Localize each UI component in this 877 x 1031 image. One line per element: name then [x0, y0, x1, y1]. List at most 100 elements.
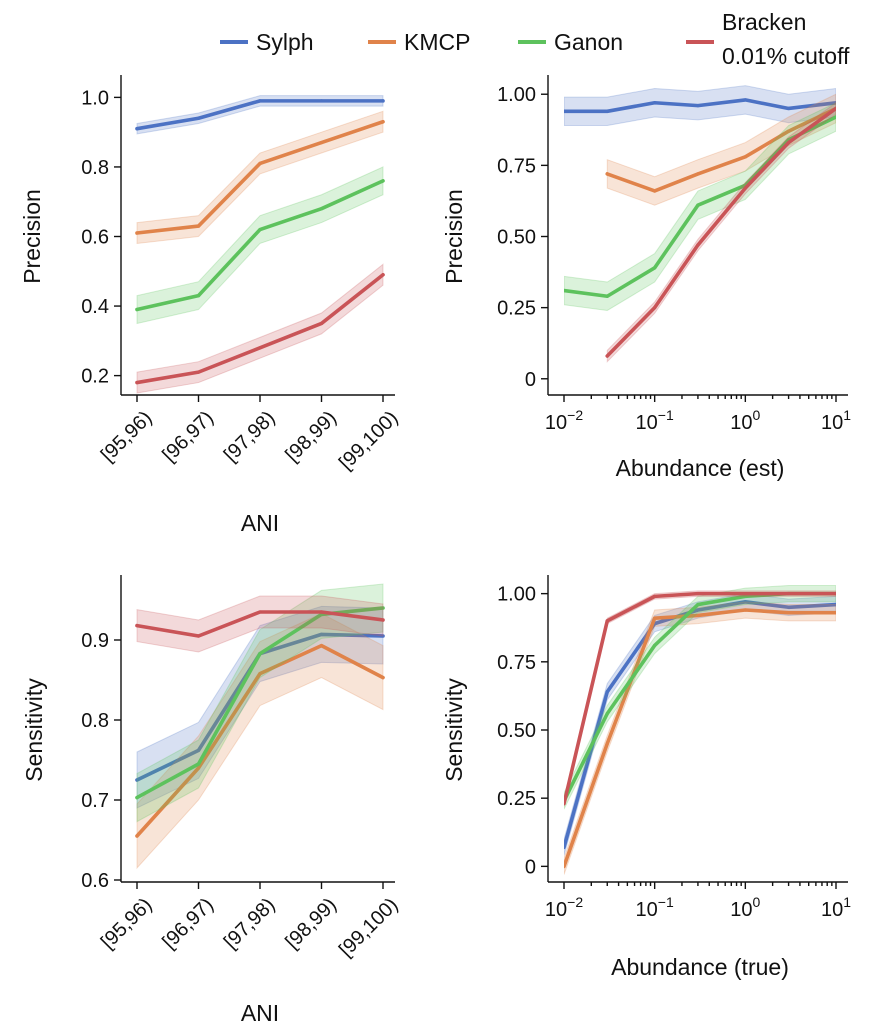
y-tick-label: 0.50: [497, 720, 536, 742]
data-point-bracken: [834, 106, 836, 111]
data-point-kmcp: [258, 672, 262, 676]
x-axis-label: ANI: [241, 1000, 279, 1026]
data-point-bracken: [319, 321, 324, 326]
data-point-kmcp: [653, 616, 657, 620]
y-tick-label: 0.75: [497, 652, 536, 674]
panel-sensitivity-ani: 0.6 0.7 0.8 0.9 [95,96) [96,97) [97,98) [98,99)…: [21, 575, 402, 1026]
data-point-ganon: [653, 266, 657, 270]
data-point-kmcp: [135, 231, 139, 235]
y-tick-label: 0.4: [81, 296, 109, 318]
data-point-bracken: [135, 624, 139, 628]
data-point-kmcp: [653, 189, 657, 193]
x-tick-label: 101: [821, 407, 851, 434]
data-point-sylph: [696, 608, 700, 612]
x-tick-label: 100: [730, 407, 760, 434]
data-point-kmcp: [786, 611, 791, 615]
data-point-sylph: [834, 101, 836, 105]
y-tick-label: 0.2: [81, 366, 109, 388]
confidence-band-sylph: [136, 95, 384, 135]
data-point-ganon: [319, 207, 324, 211]
confidence-band-kmcp: [136, 613, 384, 870]
data-point-kmcp: [743, 155, 747, 159]
data-point-bracken: [786, 141, 791, 145]
y-tick-label: 1.00: [497, 584, 536, 606]
data-point-sylph: [605, 109, 609, 113]
y-tick-label: 1.00: [497, 84, 536, 106]
data-point-kmcp: [258, 161, 262, 166]
data-point-ganon: [258, 652, 262, 656]
data-point-ganon: [196, 294, 201, 298]
data-point-sylph: [135, 778, 139, 782]
data-point-bracken: [319, 610, 324, 614]
x-tick-label: 10−1: [636, 894, 674, 921]
x-tick-label: 10−1: [636, 407, 674, 434]
x-tick-label: 101: [821, 894, 851, 921]
x-tick-label: 100: [730, 894, 760, 921]
data-point-bracken: [653, 594, 657, 598]
confidence-band-kmcp: [606, 93, 836, 206]
data-point-kmcp: [196, 766, 201, 770]
series-line-kmcp: [564, 608, 836, 869]
x-tick-label: [96,97): [158, 407, 218, 467]
data-point-ganon: [564, 288, 566, 293]
confidence-band-ganon: [564, 102, 836, 312]
data-point-bracken: [834, 592, 836, 596]
data-point-ganon: [653, 643, 657, 648]
x-axis-label: Abundance (est): [616, 455, 785, 481]
data-point-sylph: [786, 605, 791, 609]
x-tick-label: [99,100): [335, 407, 402, 474]
data-point-ganon: [696, 203, 700, 207]
data-point-bracken: [381, 618, 385, 622]
data-point-kmcp: [834, 611, 836, 615]
x-tick-exponent: −2: [567, 894, 583, 910]
legend-label-kmcp: KMCP: [404, 29, 470, 55]
series-line-kmcp: [605, 106, 836, 193]
x-tick-base: 10: [821, 899, 843, 921]
x-tick-exponent: 1: [843, 894, 851, 910]
y-tick-label: 0.8: [81, 710, 109, 732]
x-tick-label: [96,97): [158, 894, 218, 954]
data-point-ganon: [743, 594, 747, 598]
y-axis-label: Sensitivity: [21, 678, 47, 782]
data-point-ganon: [381, 179, 385, 183]
confidence-band-kmcp: [564, 601, 836, 875]
data-point-sylph: [135, 127, 139, 131]
y-tick-label: 0.8: [81, 157, 109, 179]
data-point-bracken: [605, 619, 609, 623]
data-point-kmcp: [319, 141, 324, 145]
x-tick-base: 10: [545, 899, 567, 921]
legend-label-sylph: Sylph: [256, 29, 314, 55]
data-point-kmcp: [786, 129, 791, 133]
data-point-bracken: [381, 273, 385, 277]
data-point-ganon: [381, 606, 385, 610]
y-tick-label: 0: [525, 369, 536, 391]
x-tick-base: 10: [545, 412, 567, 434]
data-point-bracken: [258, 610, 262, 614]
data-point-ganon: [605, 294, 609, 298]
y-tick-label: 0.6: [81, 870, 109, 892]
data-point-bracken: [258, 346, 262, 350]
y-tick-label: 0: [525, 856, 536, 878]
data-point-sylph: [196, 116, 201, 120]
data-point-bracken: [196, 370, 201, 374]
data-point-bracken: [743, 186, 747, 190]
x-tick-base: 10: [636, 899, 658, 921]
x-tick-base: 10: [730, 899, 752, 921]
x-tick-base: 10: [821, 412, 843, 434]
data-point-sylph: [258, 99, 262, 103]
y-axis-label: Sensitivity: [441, 678, 467, 782]
x-tick-exponent: −1: [658, 894, 674, 910]
x-tick-exponent: −1: [658, 407, 674, 423]
data-point-sylph: [743, 600, 747, 604]
y-tick-label: 0.50: [497, 227, 536, 249]
data-point-kmcp: [564, 864, 566, 868]
y-tick-label: 0.25: [497, 788, 536, 810]
y-tick-label: 0.9: [81, 630, 109, 652]
x-tick-label: [97,98): [220, 894, 280, 954]
data-point-sylph: [834, 602, 836, 607]
x-tick-base: 10: [636, 412, 658, 434]
x-tick-exponent: 0: [753, 407, 761, 423]
data-point-kmcp: [696, 172, 700, 176]
x-axis-label: ANI: [241, 510, 279, 536]
